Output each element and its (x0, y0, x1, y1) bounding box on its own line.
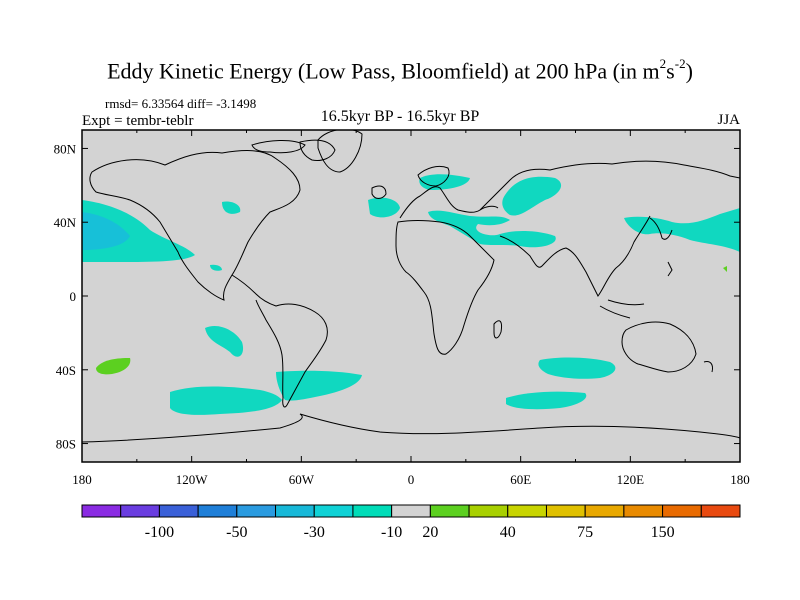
colorbar-box (584, 504, 625, 518)
colorbar-box (662, 504, 702, 518)
contour-region (428, 210, 556, 248)
lat-label: 80S (56, 437, 76, 452)
stats-label: rmsd= 6.33564 diff= -3.1498 (105, 96, 257, 111)
contour-region (222, 201, 241, 214)
colorbar-box (468, 504, 509, 518)
colorbar-box (197, 504, 238, 518)
lon-label: 120W (176, 472, 209, 487)
lon-label: 0 (408, 472, 415, 487)
lon-label: 60E (510, 472, 531, 487)
colorbar-box (81, 504, 122, 518)
colorbar-label: -10 (381, 524, 402, 541)
colorbar-label: 75 (577, 524, 593, 541)
season-label: JJA (717, 112, 740, 128)
colorbar-box (275, 504, 315, 518)
colorbar-box (429, 504, 470, 518)
colorbar-labels: -100 -50 -30 -10 20 40 75 150 (145, 524, 675, 541)
period-label: 16.5kyr BP - 16.5kyr BP (320, 108, 480, 125)
latitude-labels: 80N 40N 0 40S 80S (54, 141, 77, 451)
lat-label: 80N (54, 141, 77, 156)
contour-region (210, 264, 222, 271)
colorbar (81, 504, 741, 518)
coastlines (82, 130, 740, 443)
colorbar-box (391, 504, 431, 518)
colorbar-label: 20 (422, 524, 438, 541)
contour-region (82, 212, 130, 250)
contour-region (96, 358, 131, 375)
colorbar-box (352, 504, 393, 518)
contour-region (368, 197, 400, 218)
colorbar-box (120, 504, 160, 518)
map-ticks (81, 130, 741, 462)
lon-label: 60W (289, 472, 315, 487)
lon-label: 120E (617, 472, 645, 487)
experiment-label: Expt = tembr-teblr (82, 113, 194, 129)
chart-title: Eddy Kinetic Energy (Low Pass, Bloomfiel… (107, 56, 693, 84)
colorbar-label: -100 (145, 524, 174, 541)
colorbar-box (313, 504, 354, 518)
contour-region (723, 266, 727, 272)
colorbar-box (700, 504, 741, 518)
lat-label: 40N (54, 215, 77, 230)
contour-region (205, 325, 244, 357)
colorbar-box (623, 504, 664, 518)
contour-region (170, 386, 282, 415)
colorbar-label: 150 (651, 524, 675, 541)
colorbar-label: -50 (226, 524, 247, 541)
contour-region (624, 208, 740, 252)
contour-region (502, 176, 562, 216)
lat-label: 0 (70, 289, 77, 304)
colorbar-box (507, 504, 547, 518)
contour-region (506, 391, 587, 410)
lon-label: 180 (72, 472, 92, 487)
colorbar-box (236, 504, 277, 518)
contour-region (276, 370, 362, 401)
contour-region (538, 357, 616, 379)
lat-label: 40S (56, 363, 76, 378)
lon-label: 180 (730, 472, 750, 487)
colorbar-box (545, 504, 586, 518)
colorbar-label: 40 (500, 524, 516, 541)
colorbar-label: -30 (304, 524, 325, 541)
colorbar-box (158, 504, 199, 518)
longitude-labels: 180 120W 60W 0 60E 120E 180 (72, 472, 750, 487)
